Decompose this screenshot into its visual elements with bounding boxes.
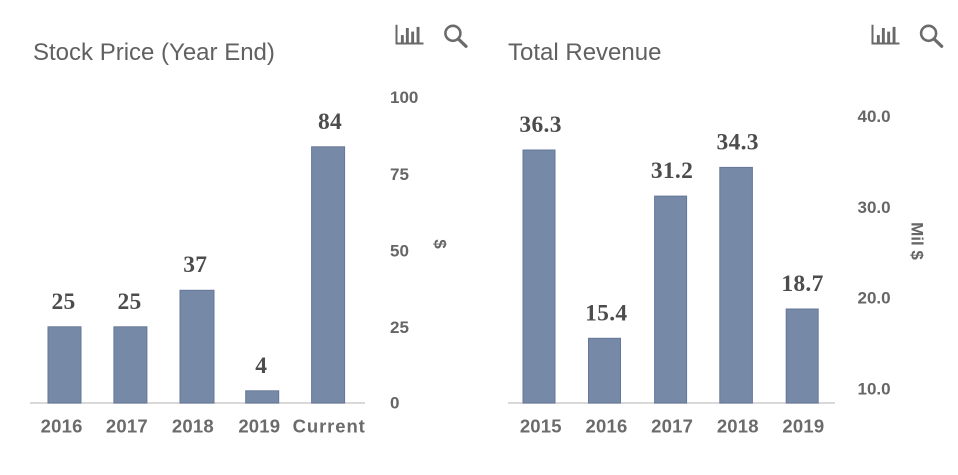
- svg-text:75: 75: [390, 165, 409, 184]
- svg-text:15.4: 15.4: [585, 300, 627, 326]
- svg-text:4: 4: [255, 353, 267, 379]
- svg-text:50: 50: [390, 242, 409, 261]
- svg-text:100: 100: [390, 88, 418, 107]
- svg-text:2019: 2019: [238, 416, 280, 437]
- svg-text:2016: 2016: [41, 416, 83, 437]
- svg-text:Mil $: Mil $: [908, 222, 927, 260]
- svg-text:2017: 2017: [651, 416, 693, 437]
- svg-text:$: $: [431, 239, 450, 249]
- svg-text:2018: 2018: [172, 416, 214, 437]
- svg-text:25: 25: [117, 289, 141, 315]
- svg-text:Stock Price (Year End): Stock Price (Year End): [33, 39, 275, 66]
- svg-text:40.0: 40.0: [858, 107, 891, 126]
- svg-text:0: 0: [390, 394, 399, 413]
- svg-text:37: 37: [183, 252, 207, 278]
- svg-text:18.7: 18.7: [781, 271, 823, 297]
- svg-text:25: 25: [390, 318, 409, 337]
- svg-text:2018: 2018: [717, 416, 759, 437]
- svg-text:36.3: 36.3: [519, 112, 561, 138]
- svg-text:2015: 2015: [520, 416, 562, 437]
- svg-text:2017: 2017: [106, 416, 148, 437]
- svg-text:30.0: 30.0: [858, 198, 891, 217]
- svg-text:31.2: 31.2: [651, 158, 693, 184]
- svg-text:20.0: 20.0: [858, 289, 891, 308]
- svg-text:Total Revenue: Total Revenue: [508, 39, 661, 66]
- svg-text:34.3: 34.3: [717, 129, 759, 155]
- svg-text:84: 84: [318, 109, 342, 135]
- svg-text:2019: 2019: [782, 416, 824, 437]
- svg-text:25: 25: [51, 289, 75, 315]
- svg-text:10.0: 10.0: [858, 380, 891, 399]
- svg-text:Current: Current: [293, 416, 366, 437]
- svg-text:2016: 2016: [586, 416, 628, 437]
